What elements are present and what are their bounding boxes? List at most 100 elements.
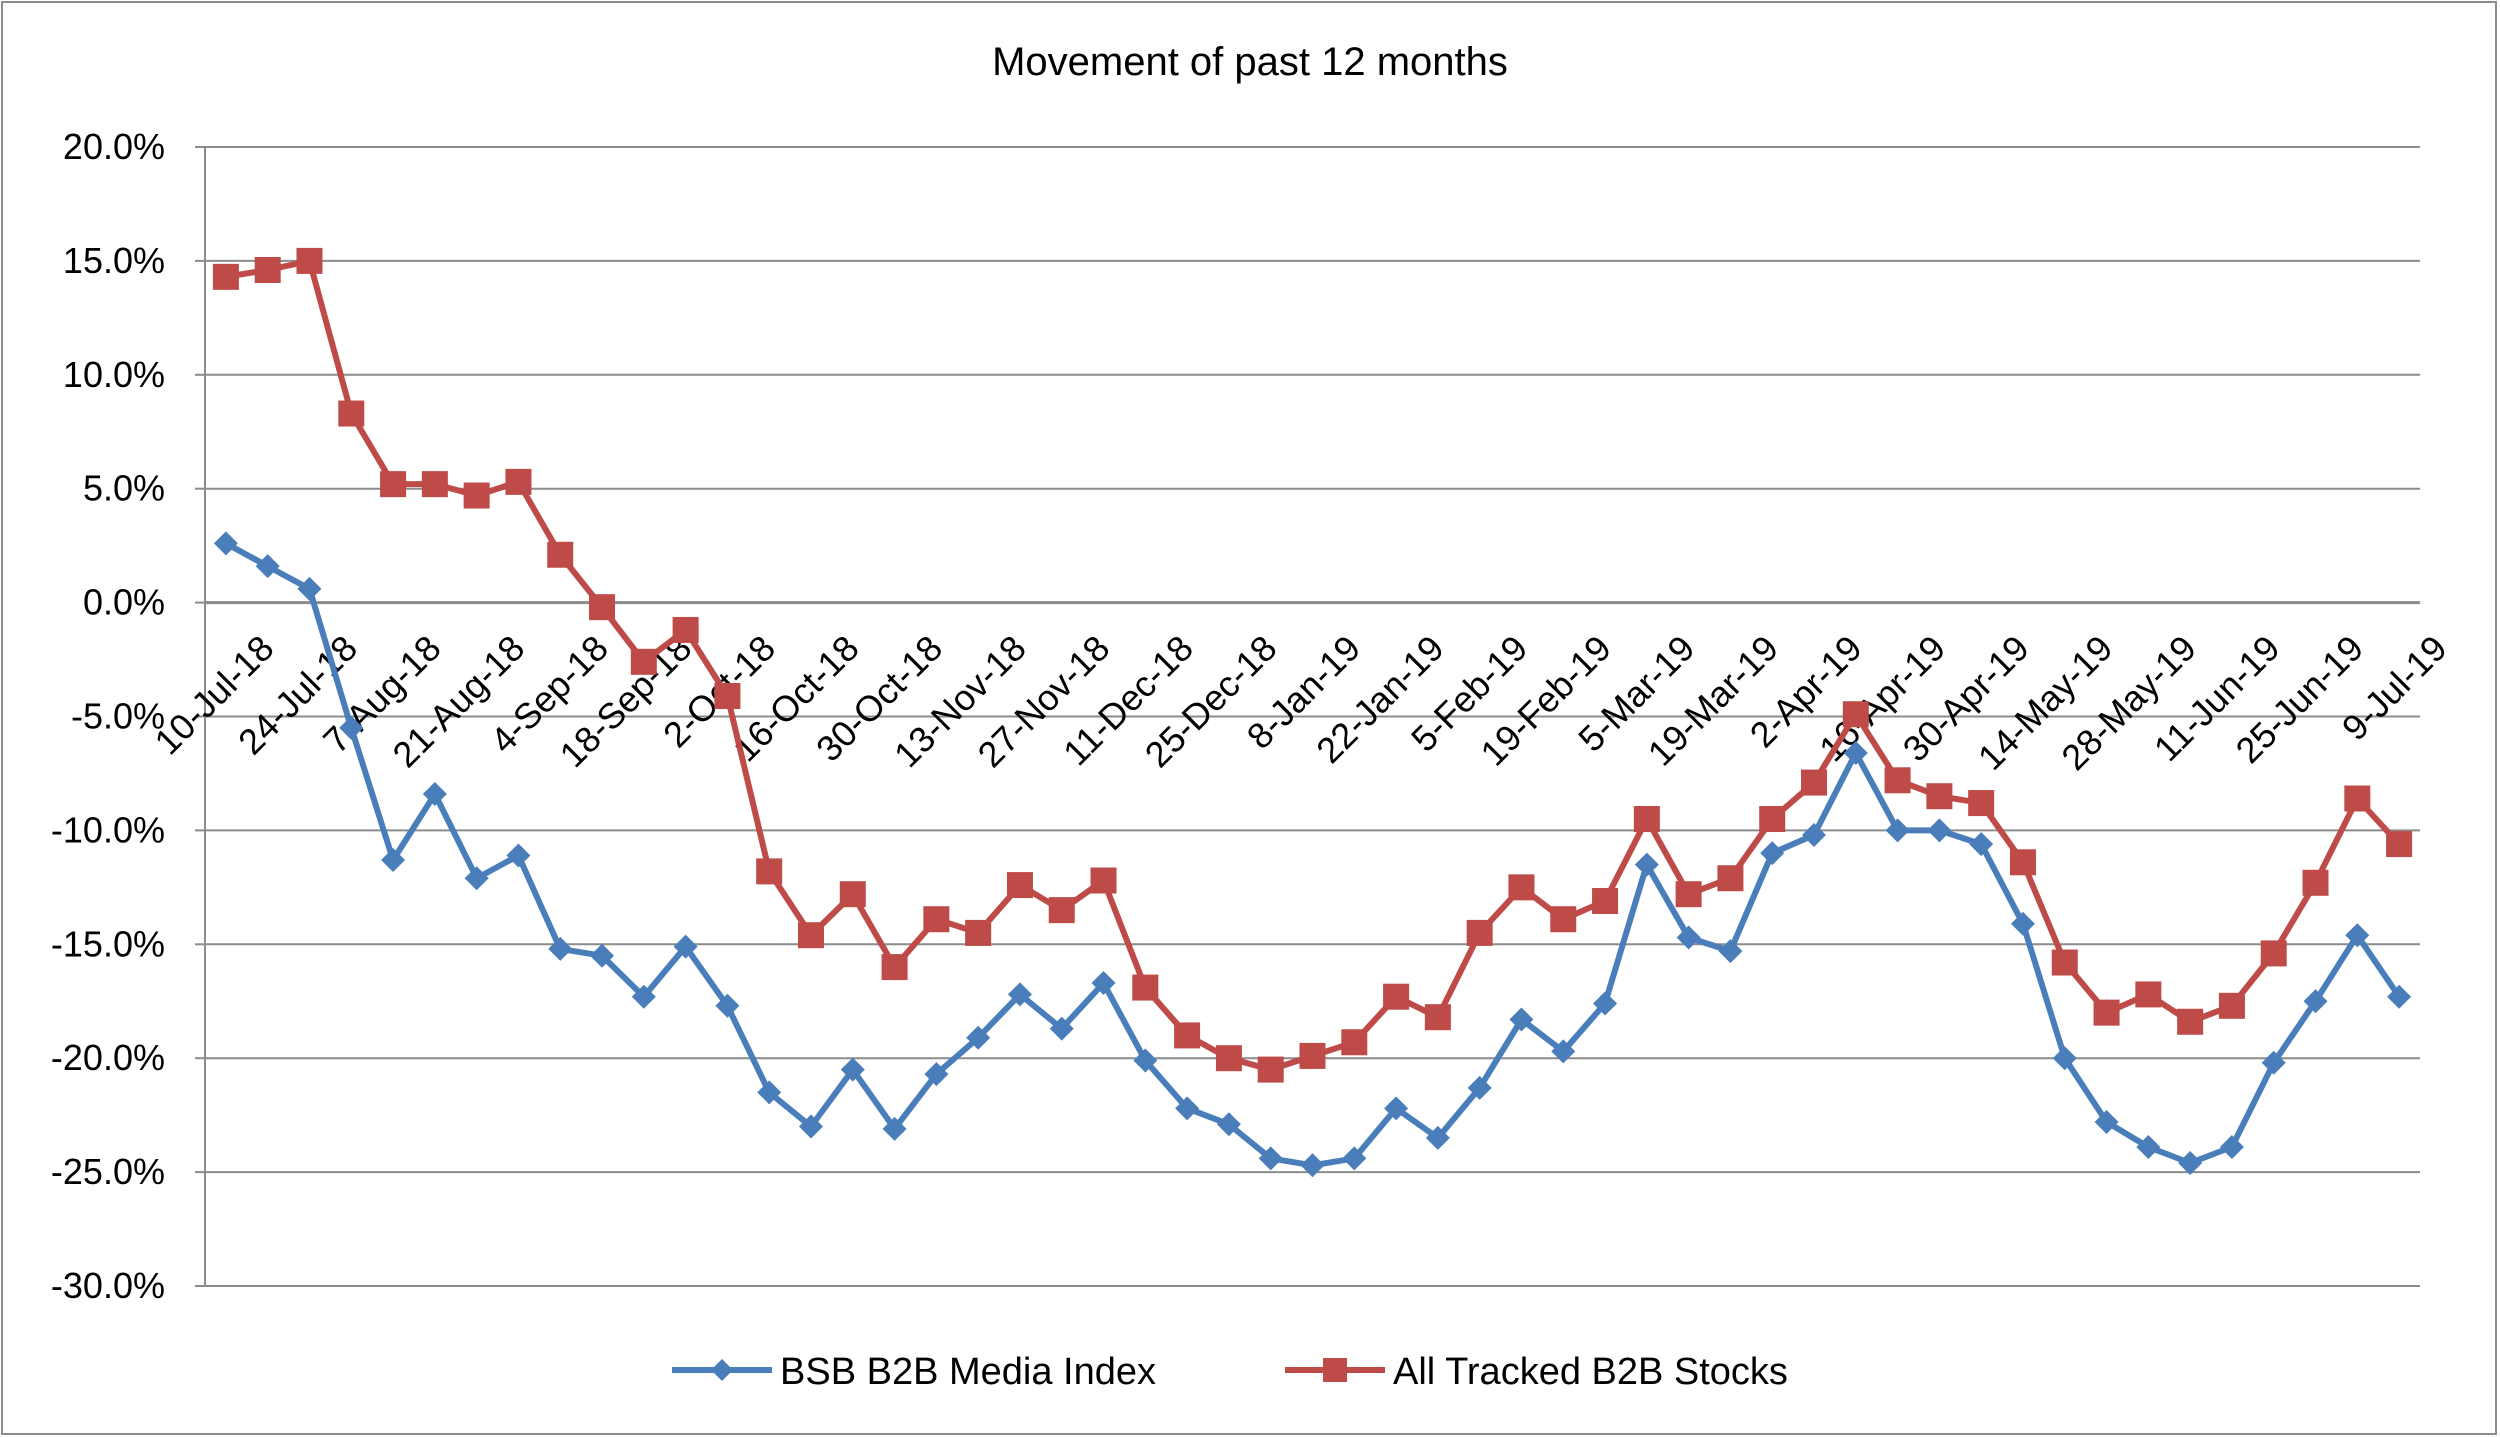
data-point xyxy=(1843,740,1868,765)
data-point xyxy=(422,781,447,806)
data-point xyxy=(1718,939,1743,964)
y-tick-label: 15.0% xyxy=(63,240,165,281)
data-point xyxy=(2345,923,2370,948)
data-point xyxy=(2344,785,2371,812)
data-point xyxy=(1091,971,1116,996)
data-point xyxy=(1342,1146,1367,1171)
legend-item-all-tracked: All Tracked B2B Stocks xyxy=(1285,1351,1788,1393)
series xyxy=(212,247,2413,1178)
data-point xyxy=(464,866,489,891)
data-point xyxy=(1592,888,1619,915)
data-point xyxy=(2386,831,2413,858)
data-point xyxy=(2178,1150,2203,1175)
y-tick-label: -25.0% xyxy=(51,1151,165,1192)
data-point xyxy=(1048,897,1075,924)
data-point xyxy=(2135,981,2162,1008)
data-point xyxy=(1969,832,1994,857)
data-point xyxy=(715,993,740,1018)
data-point xyxy=(590,943,615,968)
data-point xyxy=(631,984,656,1009)
x-axis-ticks: 10-Jul-1824-Jul-187-Aug-1821-Aug-184-Sep… xyxy=(146,627,2454,778)
data-point xyxy=(2094,1109,2119,1134)
data-point xyxy=(381,848,406,873)
data-point xyxy=(1884,767,1911,794)
data-point xyxy=(1759,806,1786,833)
data-point xyxy=(1550,906,1577,933)
data-point xyxy=(1634,852,1659,877)
data-point xyxy=(338,400,365,427)
data-point xyxy=(548,936,573,961)
data-point xyxy=(213,531,238,556)
legend: BSB B2B Media Index All Tracked B2B Stoc… xyxy=(672,1351,1788,1393)
data-point xyxy=(881,954,908,981)
data-point xyxy=(924,1062,949,1087)
data-point xyxy=(1927,818,1952,843)
data-point xyxy=(2052,1046,2077,1071)
data-point xyxy=(2009,849,2036,876)
data-point xyxy=(797,922,824,949)
data-point xyxy=(966,1025,991,1050)
data-point xyxy=(589,594,616,621)
data-point xyxy=(1006,872,1033,899)
data-point xyxy=(1676,925,1701,950)
data-point xyxy=(1174,1022,1201,1049)
data-point xyxy=(1299,1042,1326,1069)
data-point xyxy=(1175,1096,1200,1121)
data-point xyxy=(1090,867,1117,894)
data-point xyxy=(1216,1112,1241,1137)
series-0 xyxy=(213,531,2412,1178)
series-line xyxy=(224,540,2402,1169)
data-point xyxy=(2218,992,2245,1019)
data-point xyxy=(2261,1050,2286,1075)
data-point xyxy=(1968,790,1995,817)
y-tick-label: 10.0% xyxy=(63,354,165,395)
data-point xyxy=(1842,701,1869,728)
data-point xyxy=(756,858,783,885)
data-point xyxy=(1802,822,1827,847)
data-point xyxy=(547,541,574,568)
legend-item-bsb: BSB B2B Media Index xyxy=(672,1351,1156,1393)
data-point xyxy=(2303,989,2328,1014)
data-point xyxy=(840,1057,865,1082)
data-point xyxy=(2260,940,2287,967)
legend-label-all-tracked: All Tracked B2B Stocks xyxy=(1393,1351,1788,1393)
series-1 xyxy=(212,247,2413,1083)
data-point xyxy=(255,554,280,579)
data-point xyxy=(463,482,490,509)
data-point xyxy=(757,1080,782,1105)
data-point xyxy=(1633,806,1660,833)
data-point xyxy=(506,843,531,868)
data-point xyxy=(2051,949,2078,976)
data-point xyxy=(1425,1125,1450,1150)
data-point xyxy=(1215,1045,1242,1072)
data-point xyxy=(1424,1004,1451,1031)
y-tick-label: -5.0% xyxy=(71,696,165,737)
data-point xyxy=(1300,1153,1325,1178)
y-tick-label: -30.0% xyxy=(51,1265,165,1306)
data-point xyxy=(1132,974,1159,1001)
data-point xyxy=(421,471,448,498)
data-point xyxy=(1760,841,1785,866)
y-tick-label: -20.0% xyxy=(51,1037,165,1078)
data-point xyxy=(1384,1096,1409,1121)
data-point xyxy=(1509,1007,1534,1032)
data-point xyxy=(1801,769,1828,796)
y-tick-label: -15.0% xyxy=(51,923,165,964)
data-point xyxy=(1675,881,1702,908)
data-point xyxy=(2177,1008,2204,1035)
data-point xyxy=(965,919,992,946)
data-point xyxy=(1593,991,1618,1016)
data-point xyxy=(673,934,698,959)
data-point xyxy=(296,247,323,274)
y-tick-label: 20.0% xyxy=(63,126,165,167)
data-point xyxy=(380,471,407,498)
y-tick-label: 0.0% xyxy=(83,582,165,623)
data-point xyxy=(2219,1135,2244,1160)
data-point xyxy=(297,576,322,601)
y-tick-label: 5.0% xyxy=(83,468,165,509)
data-point xyxy=(1049,1016,1074,1041)
data-point xyxy=(2387,984,2412,1009)
y-axis-ticks: 20.0% 15.0% 10.0% 5.0% 0.0% -5.0% -10.0% -15.0%… xyxy=(51,126,165,1306)
